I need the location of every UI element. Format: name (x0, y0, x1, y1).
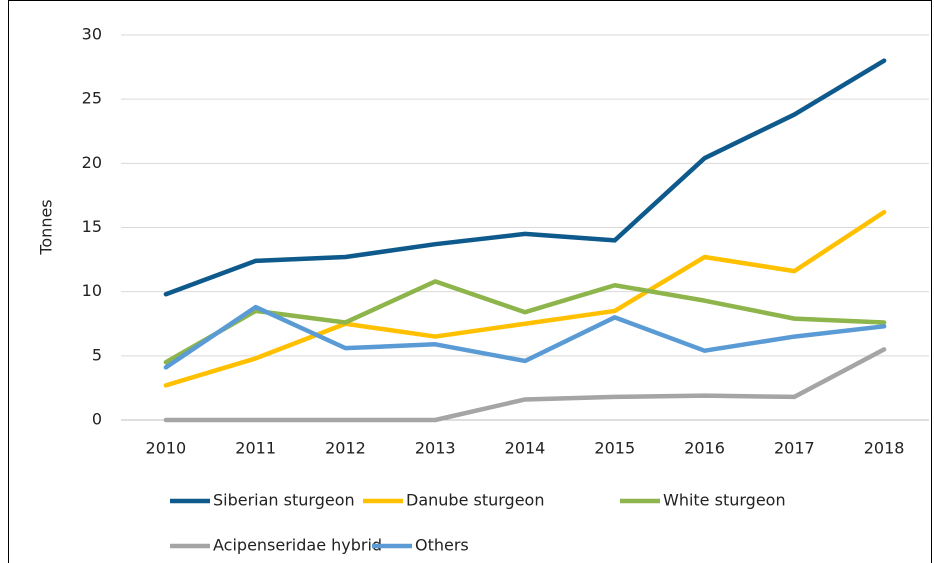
x-tick-label: 2018 (864, 439, 905, 458)
x-tick-label: 2012 (325, 439, 366, 458)
y-tick-label: 0 (92, 410, 102, 429)
y-tick-label: 20 (82, 153, 102, 172)
y-tick-label: 30 (82, 25, 102, 44)
x-tick-label: 2014 (505, 439, 546, 458)
x-tick-label: 2013 (415, 439, 456, 458)
legend-label: White sturgeon (663, 491, 786, 510)
y-tick-label: 15 (82, 217, 102, 236)
y-tick-label: 10 (82, 281, 102, 300)
x-tick-label: 2017 (774, 439, 815, 458)
series-line (163, 304, 887, 370)
y-tick-label: 5 (92, 345, 102, 364)
x-tick-label: 2015 (594, 439, 635, 458)
series-line (163, 58, 887, 297)
series-line (163, 347, 887, 423)
legend-label: Siberian sturgeon (213, 491, 355, 510)
legend-label: Acipenseridae hybrid (213, 536, 382, 555)
series-line (163, 279, 887, 365)
x-tick-label: 2011 (235, 439, 276, 458)
frame (8, 0, 932, 563)
y-axis-label: Tonnes (37, 199, 56, 255)
y-tick-label: 25 (82, 89, 102, 108)
series-line (163, 209, 887, 388)
x-tick-label: 2016 (684, 439, 725, 458)
x-tick-label: 2010 (146, 439, 187, 458)
legend-label: Danube sturgeon (406, 491, 544, 510)
legend-label: Others (415, 536, 469, 555)
